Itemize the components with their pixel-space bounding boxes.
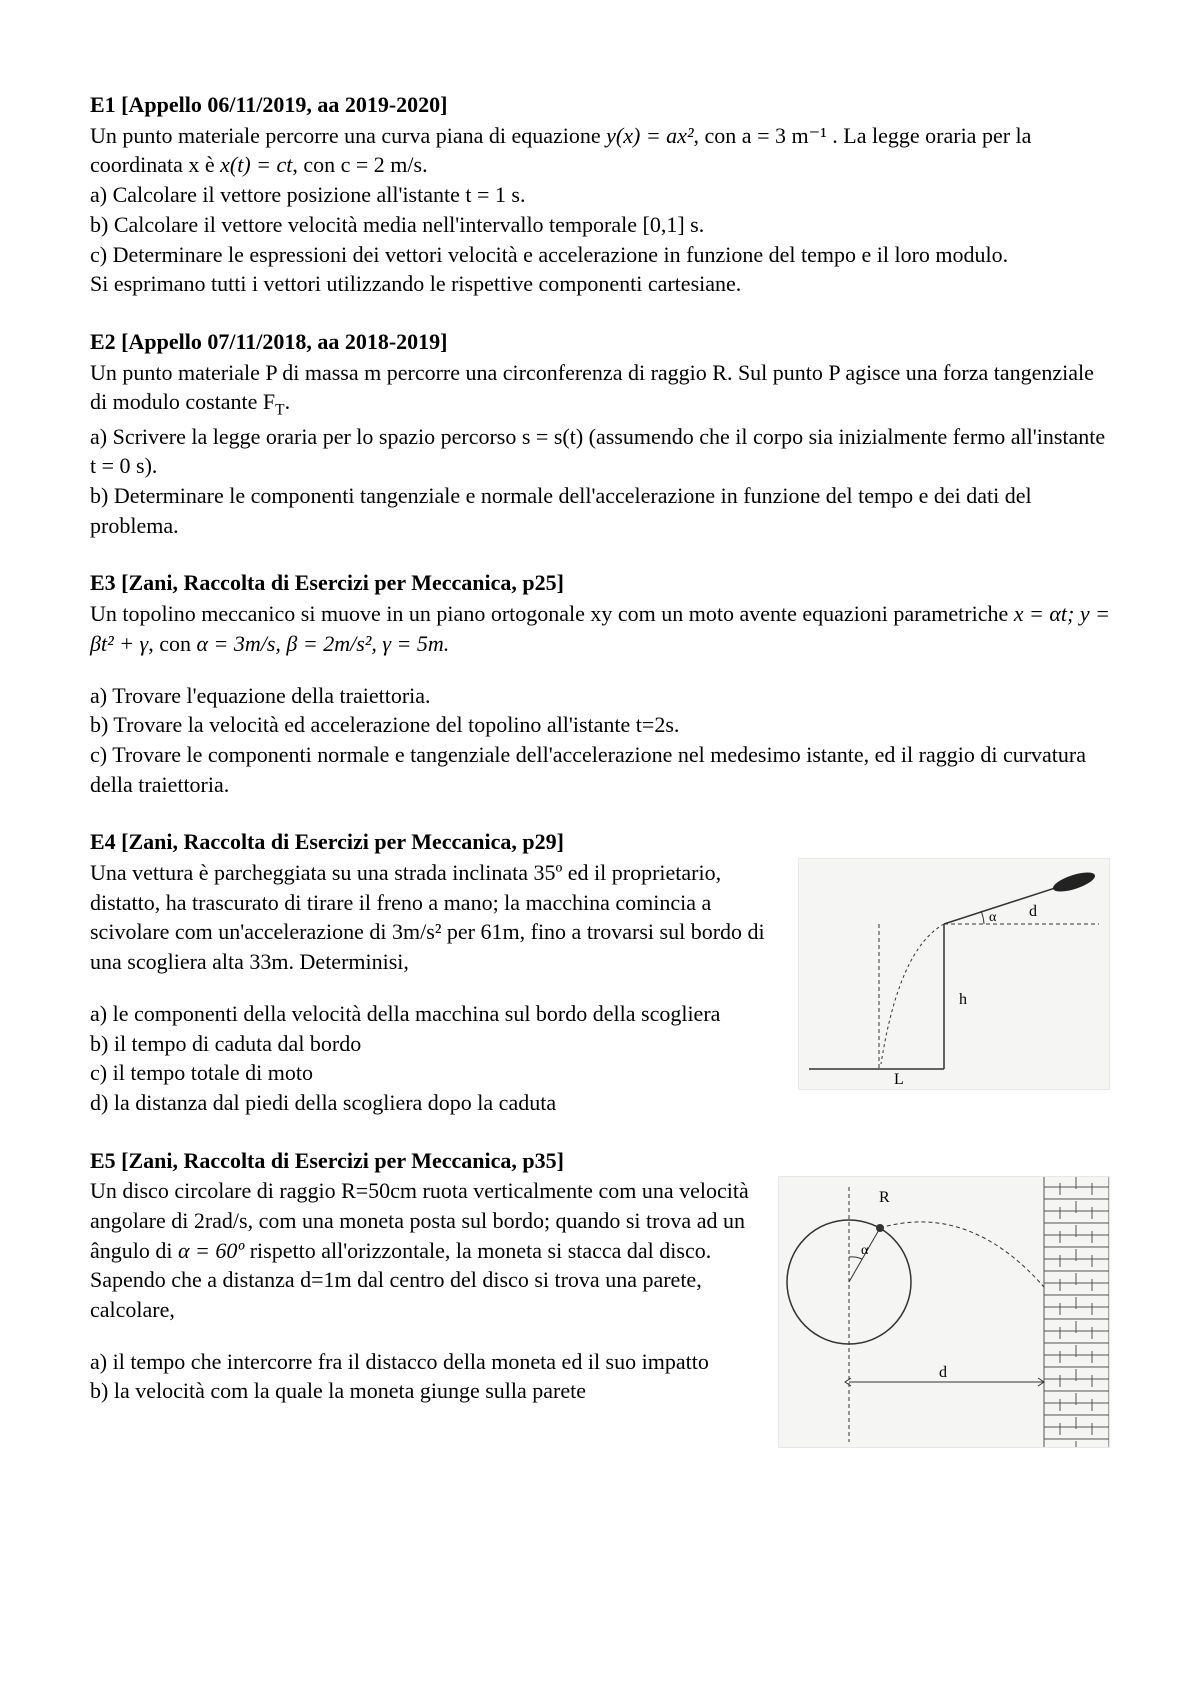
e5-fig-alpha: α — [861, 1243, 869, 1258]
e5-b: b) la velocità com la quale la moneta gi… — [90, 1376, 762, 1406]
e2-p1-b: . — [285, 389, 291, 414]
e4-d: d) la distanza dal piedi della scogliera… — [90, 1088, 782, 1118]
e1-b: b) Calcolare il vettore velocità media n… — [90, 210, 1110, 240]
exercise-e1: E1 [Appello 06/11/2019, aa 2019-2020] Un… — [90, 90, 1110, 299]
e2-p1-a: Un punto materiale P di massa m percorre… — [90, 360, 1094, 415]
e1-eq2: x(t) = ct — [220, 152, 292, 177]
e4-text-col: Una vettura è parcheggiata su una strada… — [90, 858, 782, 1118]
e2-title: E2 [Appello 07/11/2018, aa 2018-2019] — [90, 327, 1110, 358]
spacer — [90, 659, 1110, 681]
e4-two-col: Una vettura è parcheggiata su una strada… — [90, 858, 1110, 1118]
e3-p2: , con — [148, 631, 196, 656]
e4-b: b) il tempo di caduta dal bordo — [90, 1029, 782, 1059]
spacer — [90, 977, 782, 999]
e1-intro-a: Un punto materiale percorre una curva pi… — [90, 123, 606, 148]
e3-p1: Un topolino meccanico si muove in un pia… — [90, 599, 1110, 658]
e4-fig-alpha: α — [989, 910, 997, 925]
e3-p1a: Un topolino meccanico si muove in un pia… — [90, 601, 1014, 626]
e4-a: a) le componenti della velocità della ma… — [90, 999, 782, 1029]
spacer — [90, 1325, 762, 1347]
e1-c: c) Determinare le espressioni dei vettor… — [90, 240, 1110, 270]
e3-vals: α = 3m/s, β = 2m/s², γ = 5m. — [196, 631, 449, 656]
exercise-e4: E4 [Zani, Raccolta di Esercizi per Mecca… — [90, 827, 1110, 1117]
e5-figure: R α d — [778, 1176, 1110, 1448]
exercise-e2: E2 [Appello 07/11/2018, aa 2018-2019] Un… — [90, 327, 1110, 540]
exercise-e5: E5 [Zani, Raccolta di Esercizi per Mecca… — [90, 1146, 1110, 1449]
e4-fig-L: L — [894, 1071, 904, 1088]
e1-title: E1 [Appello 06/11/2019, aa 2019-2020] — [90, 90, 1110, 121]
e5-fig-R: R — [879, 1189, 890, 1206]
e2-p1-sub: T — [275, 402, 284, 419]
e3-title: E3 [Zani, Raccolta di Esercizi per Mecca… — [90, 568, 1110, 599]
e4-figure: L h d α — [798, 858, 1110, 1090]
exercise-e3: E3 [Zani, Raccolta di Esercizi per Mecca… — [90, 568, 1110, 799]
page: E1 [Appello 06/11/2019, aa 2019-2020] Un… — [0, 0, 1200, 1566]
e4-c: c) il tempo totale di moto — [90, 1058, 782, 1088]
e3-a: a) Trovare l'equazione della traiettoria… — [90, 681, 1110, 711]
e4-fig-h: h — [959, 991, 967, 1008]
e1-intro-c: , con c = 2 m/s. — [292, 152, 427, 177]
e5-p1: Un disco circolare di raggio R=50cm ruot… — [90, 1176, 762, 1324]
e2-p1: Un punto materiale P di massa m percorre… — [90, 358, 1110, 422]
e5-fig-d: d — [939, 1364, 947, 1381]
e1-a: a) Calcolare il vettore posizione all'is… — [90, 180, 1110, 210]
e5-text-col: Un disco circolare di raggio R=50cm ruot… — [90, 1176, 762, 1406]
e4-title: E4 [Zani, Raccolta di Esercizi per Mecca… — [90, 827, 1110, 858]
e2-a: a) Scrivere la legge oraria per lo spazi… — [90, 422, 1110, 481]
e5-title: E5 [Zani, Raccolta di Esercizi per Mecca… — [90, 1146, 1110, 1177]
e5-a: a) il tempo che intercorre fra il distac… — [90, 1347, 762, 1377]
e5-two-col: Un disco circolare di raggio R=50cm ruot… — [90, 1176, 1110, 1448]
e1-intro: Un punto materiale percorre una curva pi… — [90, 121, 1110, 180]
e4-fig-d: d — [1029, 903, 1037, 920]
e3-b: b) Trovare la velocità ed accelerazione … — [90, 710, 1110, 740]
e1-eq1: y(x) = ax² — [606, 123, 693, 148]
e2-b: b) Determinare le componenti tangenziale… — [90, 481, 1110, 540]
e5-alpha: α = 60º — [178, 1238, 244, 1263]
e1-note: Si esprimano tutti i vettori utilizzando… — [90, 269, 1110, 299]
e3-c: c) Trovare le componenti normale e tange… — [90, 740, 1110, 799]
e4-p1: Una vettura è parcheggiata su una strada… — [90, 858, 782, 977]
